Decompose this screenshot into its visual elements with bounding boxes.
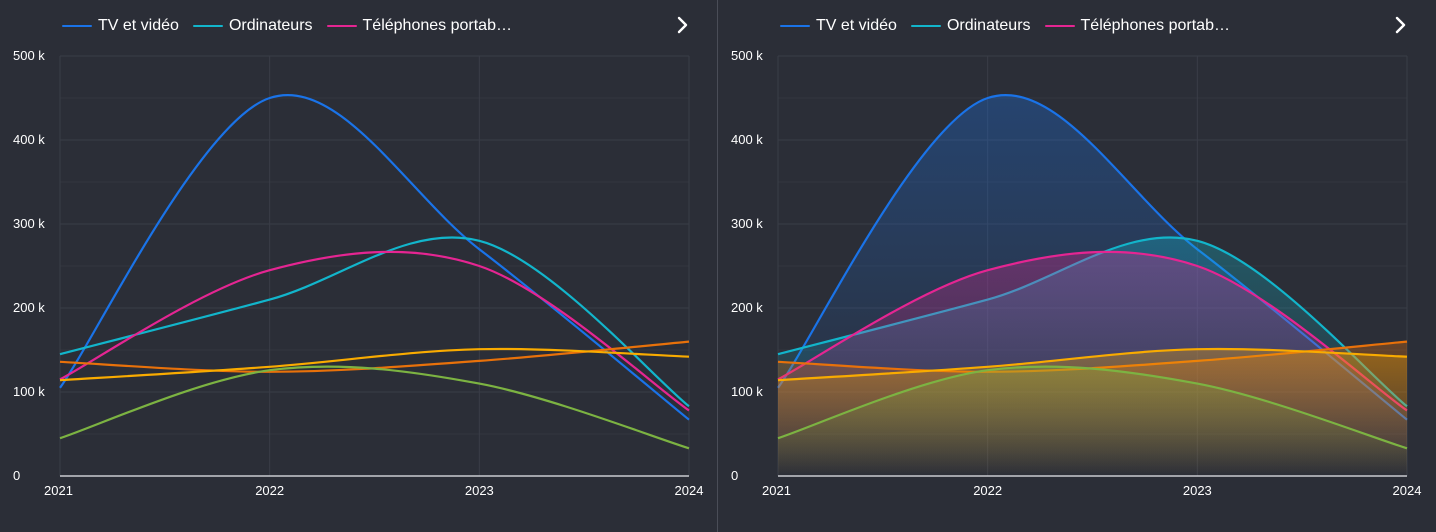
series-line-0[interactable] xyxy=(59,94,690,421)
series-line-5[interactable] xyxy=(777,365,1408,450)
legend-swatch xyxy=(910,25,941,27)
legend-swatch xyxy=(192,25,223,27)
y-tick-label: 500 k xyxy=(13,48,45,63)
panel-divider xyxy=(717,0,718,532)
legend-swatch xyxy=(780,25,810,27)
x-tick-label: 2022 xyxy=(255,483,284,498)
line-chart: 0 100 k 200 k 300 k 400 k 500 k 2021 2022 2023 20… xyxy=(13,48,704,498)
legend-label: Téléphones portab… xyxy=(362,17,512,34)
series-line-5[interactable] xyxy=(59,365,690,450)
x-tick-label: 2024 xyxy=(675,483,704,498)
legend-item-ordinateurs[interactable]: Ordinateurs xyxy=(192,17,313,35)
legend-swatch xyxy=(62,25,92,27)
x-tick-label: 2022 xyxy=(973,483,1002,498)
series-line-4[interactable] xyxy=(59,347,690,382)
chart-legend: TV et vidéo Ordinateurs Téléphones porta… xyxy=(780,14,1230,38)
chart-legend: TV et vidéo Ordinateurs Téléphones porta… xyxy=(62,14,512,38)
legend-next-button[interactable] xyxy=(1390,12,1412,38)
series-line-2[interactable] xyxy=(59,250,690,412)
grid xyxy=(59,55,690,477)
series-line-2[interactable] xyxy=(777,250,1408,412)
legend-swatch xyxy=(1044,25,1075,27)
y-tick-label: 400 k xyxy=(13,132,45,147)
chevron-right-icon xyxy=(677,16,688,34)
legend-item-tv-video[interactable]: TV et vidéo xyxy=(62,17,179,35)
chart-panel-right: TV et vidéo Ordinateurs Téléphones porta… xyxy=(718,0,1436,532)
y-tick-label: 400 k xyxy=(731,132,763,147)
legend-item-ordinateurs[interactable]: Ordinateurs xyxy=(910,17,1031,35)
y-tick-label: 100 k xyxy=(13,384,45,399)
y-tick-label: 500 k xyxy=(731,48,763,63)
y-tick-label: 0 xyxy=(13,468,20,483)
legend-next-button[interactable] xyxy=(672,12,694,38)
series-area-5 xyxy=(778,366,1407,476)
y-tick-label: 0 xyxy=(731,468,738,483)
x-tick-label: 2023 xyxy=(465,483,494,498)
legend-label: Ordinateurs xyxy=(946,17,1031,34)
legend-swatch xyxy=(326,25,357,27)
series-line-1[interactable] xyxy=(59,236,690,408)
chevron-right-icon xyxy=(1395,16,1406,34)
legend-item-telephones[interactable]: Téléphones portab… xyxy=(326,17,512,35)
y-tick-label: 100 k xyxy=(731,384,763,399)
y-tick-label: 200 k xyxy=(13,300,45,315)
y-tick-label: 300 k xyxy=(13,216,45,231)
x-tick-label: 2021 xyxy=(44,483,73,498)
y-tick-label: 300 k xyxy=(731,216,763,231)
chart-panel-left: TV et vidéo Ordinateurs Téléphones porta… xyxy=(13,12,704,498)
x-tick-label: 2023 xyxy=(1183,483,1212,498)
legend-label: Ordinateurs xyxy=(228,17,313,34)
legend-item-telephones[interactable]: Téléphones portab… xyxy=(1044,17,1230,35)
x-tick-label: 2021 xyxy=(762,483,791,498)
area-chart: 0 100 k 200 k 300 k 400 k 500 k 2021 2022 2023 20… xyxy=(731,48,1422,498)
legend-item-tv-video[interactable]: TV et vidéo xyxy=(780,17,897,35)
x-tick-label: 2024 xyxy=(1393,483,1422,498)
series-line-4[interactable] xyxy=(777,347,1408,382)
legend-label: TV et vidéo xyxy=(816,17,897,34)
legend-label: TV et vidéo xyxy=(98,17,179,34)
y-tick-label: 200 k xyxy=(731,300,763,315)
legend-label: Téléphones portab… xyxy=(1080,17,1230,34)
